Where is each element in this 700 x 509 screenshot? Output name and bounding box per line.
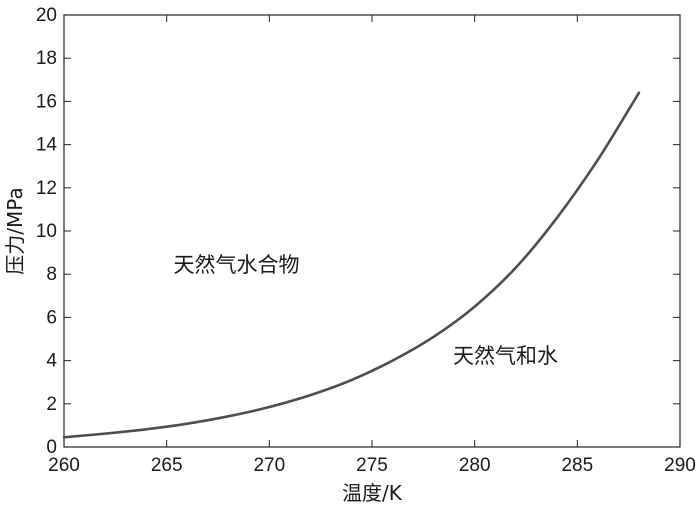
y-tick-label: 20	[36, 5, 57, 26]
region-label: 天然气水合物	[173, 253, 299, 277]
plot-frame	[63, 14, 681, 448]
x-tick-label: 275	[356, 455, 388, 476]
y-tick-label: 18	[36, 48, 57, 69]
y-tick-label: 8	[46, 264, 57, 285]
y-tick-label: 2	[46, 394, 57, 415]
y-tick-label: 6	[46, 307, 57, 328]
hydrate-equilibrium-curve	[62, 91, 641, 439]
x-axis: 260 265 270 275 280 285 290	[48, 15, 696, 476]
y-tick-label: 14	[36, 135, 58, 156]
x-tick-label: 280	[459, 455, 491, 476]
y-tick-label: 4	[46, 351, 57, 372]
region-label: 天然气和水	[453, 344, 558, 368]
y-tick-label: 10	[36, 221, 57, 242]
y-tick-label: 0	[46, 437, 57, 458]
x-tick-label: 285	[561, 455, 593, 476]
y-axis-title: 压力/MPa	[3, 187, 27, 274]
x-tick-label: 270	[253, 455, 285, 476]
y-axis: 0 2 4 6 8 10 12 14 16 18 20	[36, 5, 680, 458]
x-tick-label: 290	[664, 455, 696, 476]
y-tick-label: 16	[36, 91, 57, 112]
x-tick-label: 265	[151, 455, 183, 476]
x-tick-label: 260	[48, 455, 80, 476]
y-tick-label: 12	[36, 178, 57, 199]
x-axis-title: 温度/K	[342, 481, 403, 505]
